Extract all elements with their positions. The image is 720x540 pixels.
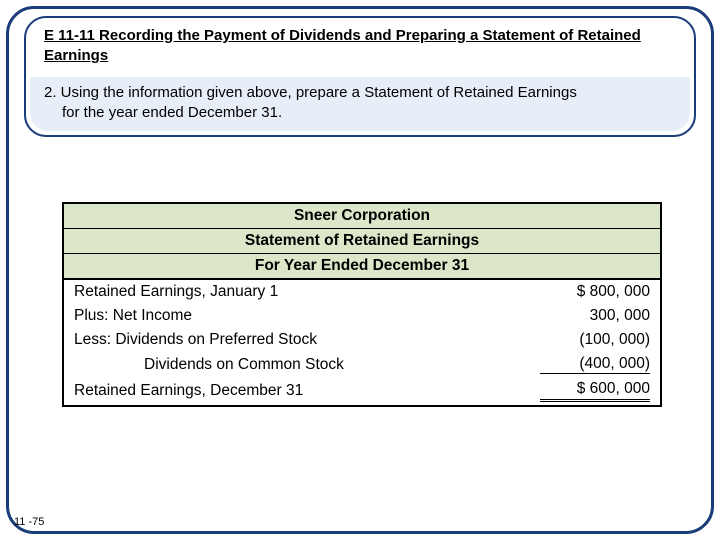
row-label: Dividends on Common Stock xyxy=(63,352,461,377)
exercise-title: E 11-11 Recording the Payment of Dividen… xyxy=(44,26,676,67)
row-label: Retained Earnings, January 1 xyxy=(63,279,461,304)
prompt-text: 2. Using the information given above, pr… xyxy=(44,83,676,124)
row-value: $ 800, 000 xyxy=(461,279,661,304)
row-label: Less: Dividends on Preferred Stock xyxy=(63,328,461,352)
statement-header-row: For Year Ended December 31 xyxy=(63,254,661,280)
statement-row: Dividends on Common Stock(400, 000) xyxy=(63,352,661,377)
statement-row: Plus: Net Income300, 000 xyxy=(63,304,661,328)
row-value: (400, 000) xyxy=(461,352,661,377)
statement-row: Less: Dividends on Preferred Stock(100, … xyxy=(63,328,661,352)
statement-row: Retained Earnings, December 31$ 600, 000 xyxy=(63,377,661,406)
row-label: Retained Earnings, December 31 xyxy=(63,377,461,406)
statement-header-row: Statement of Retained Earnings xyxy=(63,229,661,254)
statement-header-row: Sneer Corporation xyxy=(63,203,661,229)
row-value: $ 600, 000 xyxy=(461,377,661,406)
row-value: (100, 000) xyxy=(461,328,661,352)
prompt-band: 2. Using the information given above, pr… xyxy=(30,77,690,132)
page-number: 11 -75 xyxy=(14,516,44,528)
row-label: Plus: Net Income xyxy=(63,304,461,328)
prompt-line-2: for the year ended December 31. xyxy=(44,103,676,123)
company-name: Sneer Corporation xyxy=(63,203,661,229)
statement-name: Statement of Retained Earnings xyxy=(63,229,661,254)
header-callout-box: E 11-11 Recording the Payment of Dividen… xyxy=(24,16,696,137)
statement-row: Retained Earnings, January 1$ 800, 000 xyxy=(63,279,661,304)
prompt-line-1: 2. Using the information given above, pr… xyxy=(44,84,577,101)
row-value: 300, 000 xyxy=(461,304,661,328)
statement-period: For Year Ended December 31 xyxy=(63,254,661,280)
retained-earnings-statement: Sneer Corporation Statement of Retained … xyxy=(62,202,662,407)
